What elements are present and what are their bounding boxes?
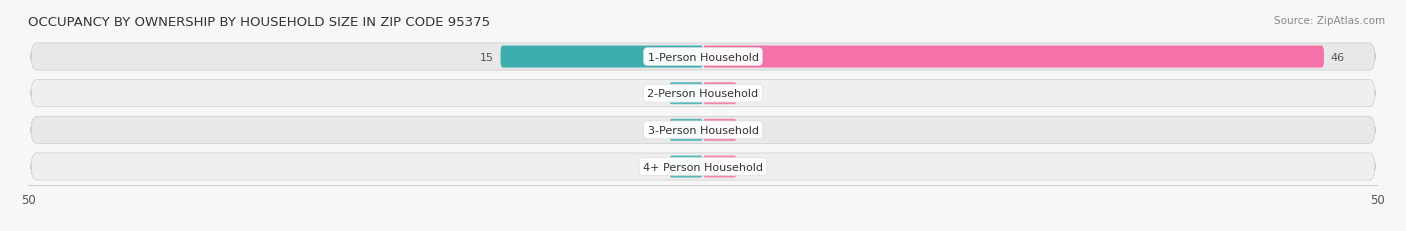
FancyBboxPatch shape	[31, 44, 1375, 71]
Text: OCCUPANCY BY OWNERSHIP BY HOUSEHOLD SIZE IN ZIP CODE 95375: OCCUPANCY BY OWNERSHIP BY HOUSEHOLD SIZE…	[28, 16, 491, 29]
FancyBboxPatch shape	[703, 119, 737, 141]
Text: 4+ Person Household: 4+ Person Household	[643, 162, 763, 172]
FancyBboxPatch shape	[703, 46, 1324, 68]
FancyBboxPatch shape	[31, 117, 1375, 144]
FancyBboxPatch shape	[501, 46, 703, 68]
Text: 46: 46	[1330, 52, 1344, 62]
FancyBboxPatch shape	[703, 83, 737, 105]
FancyBboxPatch shape	[669, 156, 703, 178]
Text: 0: 0	[744, 125, 751, 135]
FancyBboxPatch shape	[31, 80, 1375, 107]
Text: 15: 15	[479, 52, 494, 62]
FancyBboxPatch shape	[669, 119, 703, 141]
FancyBboxPatch shape	[31, 153, 1375, 180]
Text: 0: 0	[655, 89, 662, 99]
Text: 0: 0	[744, 162, 751, 172]
Text: 1-Person Household: 1-Person Household	[648, 52, 758, 62]
Text: 0: 0	[655, 162, 662, 172]
Text: 2-Person Household: 2-Person Household	[647, 89, 759, 99]
Text: Source: ZipAtlas.com: Source: ZipAtlas.com	[1274, 16, 1385, 26]
Text: 3-Person Household: 3-Person Household	[648, 125, 758, 135]
FancyBboxPatch shape	[703, 156, 737, 178]
Text: 0: 0	[744, 89, 751, 99]
FancyBboxPatch shape	[669, 83, 703, 105]
Text: 0: 0	[655, 125, 662, 135]
